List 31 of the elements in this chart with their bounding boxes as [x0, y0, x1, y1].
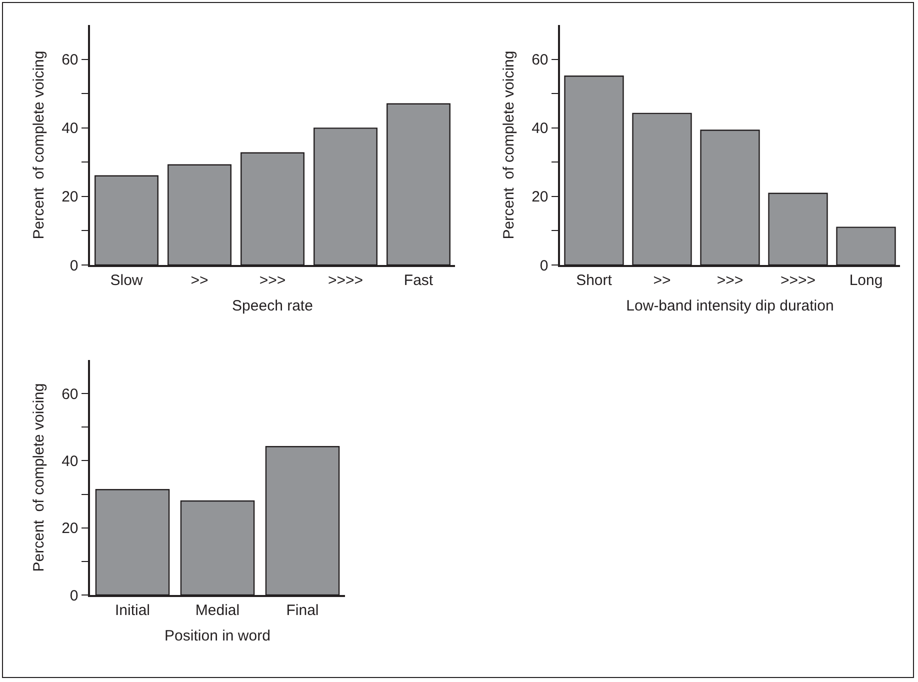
x-tick-label: Short [576, 272, 613, 289]
x-tick-label: >>> [716, 272, 744, 289]
x-axis-title: Low-band intensity dip duration [626, 297, 834, 314]
y-tick-label: 60 [62, 386, 78, 403]
y-axis-title: Percent of complete voicing [500, 50, 518, 240]
x-tick-label: Medial [195, 602, 240, 619]
y-tick-label: 40 [62, 452, 78, 470]
y-tick-label: 0 [70, 257, 78, 274]
x-tick-label: >> [190, 272, 208, 289]
y-tick-label: 0 [540, 257, 548, 274]
x-tick-label: Slow [110, 272, 143, 289]
y-tick-label: 40 [62, 120, 78, 138]
x-tick-label: Long [849, 272, 883, 289]
x-tick-label: Fast [404, 272, 434, 289]
y-tick-label: 60 [62, 52, 78, 69]
y-tick-label: 20 [62, 188, 78, 206]
x-axis-title: Speech rate [232, 297, 313, 314]
x-tick-label: Final [286, 602, 319, 619]
y-tick-label: 60 [532, 52, 548, 69]
x-tick-label: >> [653, 272, 671, 289]
x-tick-label: >>>> [328, 272, 364, 289]
x-tick-label: Initial [114, 602, 150, 619]
x-tick-label: >>>> [780, 272, 816, 289]
x-tick-label: >>> [259, 272, 286, 289]
x-axis-title: Position in word [164, 627, 270, 644]
y-tick-label: 0 [70, 587, 78, 604]
y-axis-title: Percent of complete voicing [30, 383, 48, 572]
y-axis-title: Percent of complete voicing [30, 50, 48, 240]
y-tick-label: 20 [62, 520, 78, 538]
y-tick-label: 20 [532, 188, 548, 206]
y-tick-label: 40 [532, 120, 548, 138]
